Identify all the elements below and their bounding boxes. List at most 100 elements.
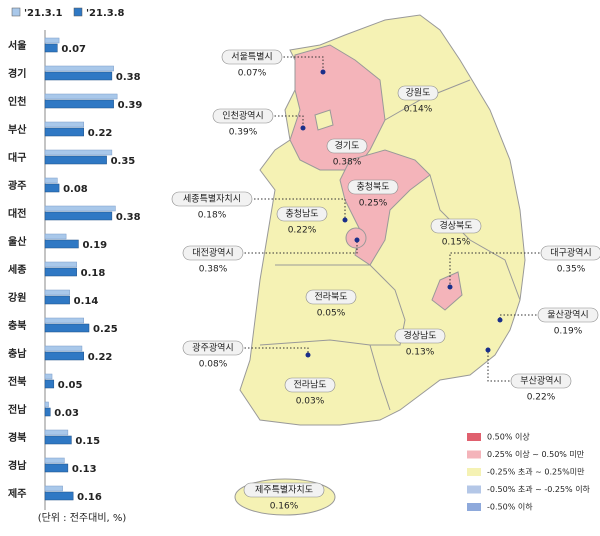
y-tick-label: 충남 (8, 347, 27, 360)
region-value: 0.38% (333, 158, 362, 168)
location-dot (497, 317, 503, 323)
location-dot (300, 125, 306, 131)
legend-swatch (467, 433, 481, 441)
data-label: 0.16 (77, 492, 102, 503)
region-name: 부산광역시 (520, 375, 561, 387)
data-label: 0.14 (74, 296, 99, 307)
region-label-box (397, 85, 439, 101)
bar (44, 211, 113, 221)
region-name: 세종특별자치시 (183, 193, 241, 205)
bar (44, 407, 51, 417)
bar (44, 457, 65, 464)
bar (44, 379, 55, 389)
region-value: 0.07% (238, 69, 267, 79)
region-name: 제주특별자치도 (255, 484, 313, 496)
data-label: 0.35 (111, 156, 136, 167)
data-label: 0.07 (61, 44, 86, 55)
map-boundary (369, 344, 391, 411)
legend-label: '21.3.8 (86, 8, 125, 19)
region-label-box (510, 373, 572, 389)
y-tick-label: 서울 (8, 39, 26, 52)
bar (44, 261, 77, 268)
legend-swatch (467, 468, 481, 476)
region-name: 광주광역시 (192, 342, 233, 354)
bar (44, 351, 84, 361)
bar (44, 295, 70, 305)
data-label: 0.08 (63, 184, 88, 195)
region-label-box (221, 49, 283, 65)
legend-swatch (467, 485, 481, 494)
location-dot (305, 352, 311, 358)
region-label-box (537, 307, 599, 323)
bar (44, 71, 113, 81)
data-label: 0.25 (93, 324, 118, 335)
data-label: 0.03 (54, 408, 79, 419)
bar (44, 121, 84, 128)
region-label-box (394, 328, 446, 344)
region-value: 0.39% (229, 128, 258, 138)
bar (44, 267, 77, 277)
region-name: 경상남도 (403, 330, 436, 342)
region-value: 0.13% (406, 348, 435, 358)
region-label-box (276, 206, 328, 222)
legend-label: -0.50% 이하 (487, 502, 533, 512)
y-tick-label: 경기 (8, 67, 26, 80)
map-boundary (429, 174, 521, 301)
bar (44, 485, 63, 492)
y-tick-label: 전남 (8, 403, 27, 416)
bar (44, 373, 53, 380)
region-label-box (182, 340, 244, 356)
y-tick-label: 울산 (8, 235, 27, 248)
region-label-box (182, 245, 244, 261)
region-name: 전라남도 (293, 380, 326, 391)
legend-label: 0.50% 이상 (487, 432, 530, 442)
data-label: 0.05 (58, 380, 83, 391)
bar (44, 155, 107, 165)
map-region (431, 271, 463, 311)
bar (44, 323, 90, 333)
region-value: 0.22% (527, 393, 556, 403)
bar (44, 289, 70, 296)
region-value: 0.16% (270, 502, 299, 512)
data-label: 0.22 (88, 352, 113, 363)
region-name: 대구광역시 (550, 247, 591, 259)
bar (44, 401, 49, 408)
bar (44, 233, 67, 240)
map-region (314, 109, 334, 131)
bar (44, 435, 72, 445)
leader-line (449, 252, 543, 287)
legend-label: -0.25% 초과 ~ 0.25%미만 (487, 468, 585, 477)
region-value: 0.38% (199, 265, 228, 275)
bar (44, 491, 74, 501)
bar (44, 43, 58, 53)
location-dot (485, 347, 491, 353)
location-dot (320, 69, 326, 75)
bar (44, 65, 114, 72)
region-label-box (347, 179, 399, 195)
region-value: 0.15% (442, 238, 471, 248)
bar (44, 149, 113, 156)
bar (44, 99, 114, 109)
region-label-box (284, 377, 336, 393)
y-tick-label: 경북 (8, 431, 26, 444)
data-label: 0.38 (116, 212, 141, 223)
region-label-box (243, 482, 325, 498)
data-label: 0.22 (88, 128, 113, 139)
leader-line (240, 198, 346, 220)
region-name: 대전광역시 (192, 247, 233, 259)
leader-line (241, 347, 309, 355)
data-label: 0.18 (81, 268, 106, 279)
bar (44, 429, 69, 436)
region-name: 충청남도 (285, 209, 318, 220)
y-tick-label: 충북 (8, 319, 26, 332)
bar (44, 239, 79, 249)
region-value: 0.18% (198, 211, 227, 221)
bar (44, 317, 84, 324)
region-name: 전라북도 (314, 292, 347, 303)
legend-swatch (467, 450, 481, 459)
y-tick-label: 경남 (8, 459, 27, 472)
y-tick-label: 대구 (8, 151, 26, 164)
region-label-box (326, 138, 368, 154)
data-label: 0.38 (116, 72, 141, 83)
